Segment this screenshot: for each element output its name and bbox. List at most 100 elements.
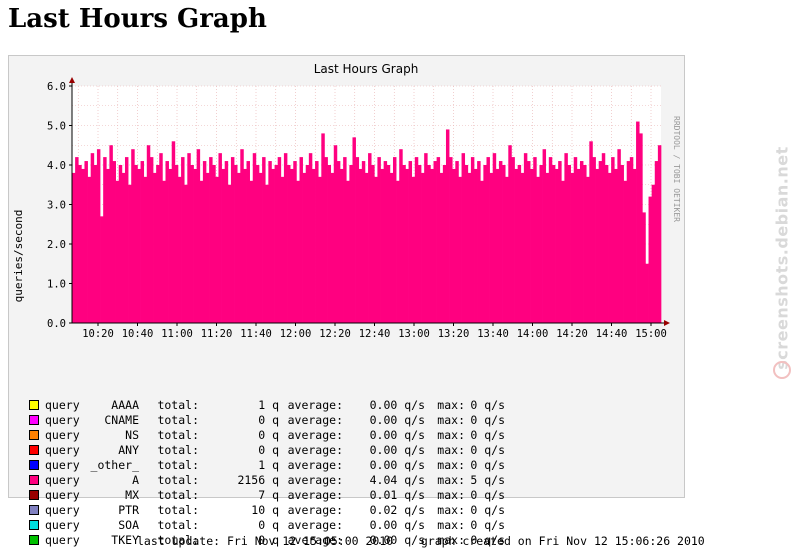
legend-swatch-icon: [29, 474, 39, 485]
data-bar: [489, 172, 494, 323]
data-bar: [576, 168, 581, 323]
legend-total-label: total:: [157, 457, 199, 472]
data-bar: [112, 161, 116, 323]
watermark-text: screenshots.debian.net: [772, 146, 792, 370]
legend-average: 0.00 q/s: [369, 457, 425, 472]
data-bar: [626, 161, 631, 323]
legend-total: 0 q: [258, 517, 279, 532]
data-bar: [464, 165, 469, 323]
data-bar: [224, 161, 229, 323]
data-bar: [311, 168, 316, 323]
data-bar: [131, 149, 135, 323]
data-bar: [290, 168, 294, 323]
data-bar: [358, 168, 363, 323]
data-bar: [598, 161, 603, 323]
legend-average-label: average:: [287, 397, 343, 412]
data-bar: [206, 172, 210, 323]
legend-swatch-icon: [29, 399, 39, 410]
data-bar: [364, 172, 369, 323]
data-bar: [396, 180, 400, 323]
legend-total: 10 q: [251, 502, 279, 517]
data-bar: [461, 153, 466, 323]
data-bar: [608, 172, 612, 323]
legend-swatch-icon: [29, 534, 39, 545]
data-bar: [495, 168, 500, 323]
data-bar: [530, 168, 534, 323]
data-bar: [153, 172, 157, 323]
legend-label: query: [45, 427, 80, 442]
data-bar: [389, 172, 394, 323]
data-bar: [287, 165, 291, 323]
legend-total: 1 q: [258, 397, 279, 412]
data-bar: [517, 165, 522, 323]
data-bar: [399, 149, 403, 323]
legend-total-label: total:: [157, 442, 199, 457]
data-bar: [586, 176, 590, 323]
data-bar: [240, 149, 244, 323]
x-tick-label: 15:00: [635, 328, 667, 340]
data-bar: [629, 157, 634, 323]
data-bar: [340, 168, 344, 323]
legend-max-label: max:: [437, 472, 465, 487]
data-bar: [417, 165, 422, 323]
data-bar: [193, 168, 198, 323]
data-bar: [318, 176, 322, 323]
data-bar: [255, 165, 260, 323]
data-bar: [377, 157, 381, 323]
data-bar: [411, 176, 416, 323]
legend-average-label: average:: [287, 412, 343, 427]
data-bar: [523, 153, 528, 323]
data-bar: [654, 161, 659, 323]
x-tick-label: 12:40: [359, 328, 391, 340]
data-bar: [296, 180, 300, 323]
data-bar: [567, 165, 571, 323]
legend-label: query: [45, 502, 80, 517]
data-bar: [190, 165, 194, 323]
graph-panel: Last Hours Graph queries/second RRDTOOL …: [8, 55, 705, 548]
data-bar: [383, 161, 388, 323]
legend-label: query: [45, 532, 80, 547]
data-bar: [308, 153, 313, 323]
debian-logo-icon: [773, 361, 791, 379]
data-bar: [386, 165, 391, 323]
data-bar: [583, 165, 587, 323]
data-bar: [645, 263, 649, 323]
data-bar: [561, 180, 565, 323]
data-bar: [159, 153, 163, 323]
data-bar: [368, 153, 372, 323]
data-bar: [140, 161, 145, 323]
data-bar: [234, 165, 238, 323]
data-bar: [604, 165, 609, 323]
legend-max-label: max:: [437, 457, 465, 472]
legend-row: query ANY total: 0 q average: 0.00 q/s max: 0 q…: [29, 442, 505, 457]
data-bar: [265, 184, 269, 323]
data-bar: [230, 157, 235, 323]
legend-average: 0.00 q/s: [369, 412, 425, 427]
legend-label: query: [45, 472, 80, 487]
data-bar: [315, 161, 319, 323]
data-bar: [648, 196, 653, 323]
legend-max-label: max:: [437, 517, 465, 532]
data-bar: [555, 168, 559, 323]
x-tick-label: 10:20: [82, 328, 114, 340]
data-bar: [202, 161, 207, 323]
side-label: RRDTOOL / TOBI OETIKER: [672, 116, 681, 222]
y-tick-label: 5.0: [47, 121, 66, 133]
data-bar: [171, 141, 176, 323]
data-bar: [134, 165, 138, 323]
data-bar: [620, 165, 624, 323]
legend-average-label: average:: [287, 502, 343, 517]
data-bar: [520, 172, 525, 323]
legend-type: ANY: [118, 442, 139, 457]
data-bar: [486, 157, 490, 323]
legend-max-label: max:: [437, 412, 465, 427]
legend-max: 0 q/s: [470, 502, 505, 517]
legend-total-label: total:: [157, 397, 199, 412]
data-bar: [349, 165, 353, 323]
data-bar: [336, 161, 341, 323]
data-bar: [246, 161, 250, 323]
legend-swatch-icon: [29, 489, 39, 500]
data-bar: [209, 157, 213, 323]
data-bar: [392, 157, 397, 323]
data-bar: [421, 172, 425, 323]
